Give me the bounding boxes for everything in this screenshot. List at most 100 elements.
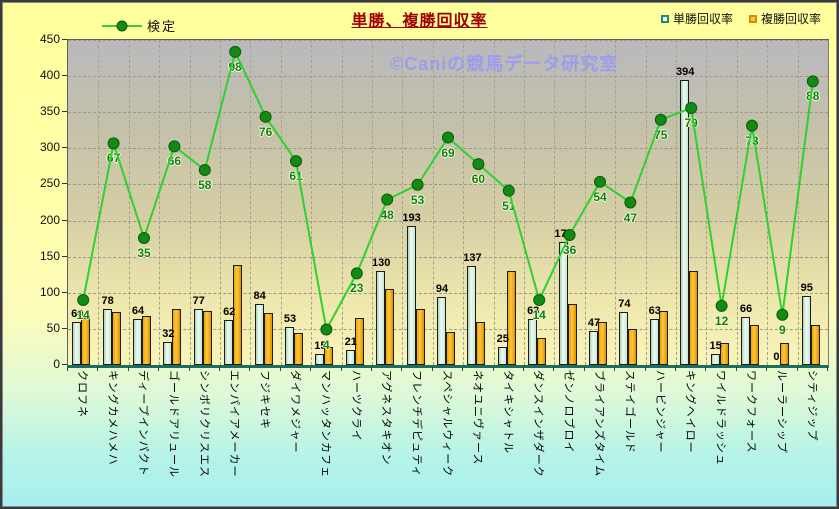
win-bar — [649, 319, 659, 365]
y-axis-tick-mark — [62, 111, 67, 113]
x-axis-category-label: ゼンノロブロイ — [562, 370, 575, 454]
y-axis-tick-label: 150 — [39, 248, 60, 263]
win-bar — [285, 327, 294, 365]
x-axis-category-label: ステイゴールド — [623, 370, 636, 454]
y-axis-tick-label: 450 — [39, 32, 60, 46]
place-bar — [689, 271, 699, 365]
line-value-label: 14 — [76, 308, 90, 322]
x-axis-tick-mark — [644, 367, 646, 371]
x-axis-tick-mark — [310, 367, 312, 371]
win-bar — [467, 266, 477, 365]
legend-place-item: 複勝回収率 — [748, 10, 821, 27]
legend-win-item: 単勝回収率 — [660, 10, 733, 27]
line-value-label: 12 — [714, 313, 729, 328]
line-point-marker — [320, 323, 333, 336]
line-path — [82, 48, 814, 333]
gridline-v — [98, 40, 100, 365]
place-bar — [294, 333, 303, 365]
win-bar — [102, 309, 112, 365]
place-bar — [263, 313, 273, 365]
win-bar — [741, 317, 750, 365]
gridline-v — [402, 40, 404, 365]
line-value-label: 14 — [532, 308, 546, 322]
x-axis-tick-mark — [340, 367, 342, 371]
gridline-h — [68, 220, 828, 222]
win-bar-value-label: 21 — [344, 336, 357, 348]
gridline-v — [128, 40, 130, 365]
gridline-v — [311, 40, 313, 365]
win-swatch-icon — [660, 14, 669, 23]
place-bar — [233, 265, 243, 365]
win-bar — [589, 331, 598, 365]
win-bar — [710, 354, 720, 365]
place-bar — [567, 304, 577, 365]
place-bar — [476, 322, 486, 365]
line-point-marker — [290, 155, 302, 168]
gridline-v — [280, 40, 282, 365]
place-bar — [81, 318, 91, 365]
x-axis-category-label: ハービンジャー — [653, 370, 666, 454]
gridline-v — [676, 40, 677, 365]
win-bar-value-label: 77 — [192, 295, 205, 307]
win-bar — [315, 354, 325, 365]
win-bar-value-label: 193 — [402, 212, 421, 224]
x-axis-tick-mark — [523, 367, 524, 371]
place-swatch-icon — [748, 14, 757, 23]
win-bar-value-label: 25 — [496, 333, 509, 345]
x-axis-tick-mark — [766, 367, 768, 371]
line-point-marker — [654, 113, 667, 126]
line-value-label: 69 — [441, 145, 455, 160]
x-axis-category-label: シティジップ — [805, 370, 818, 442]
line-value-label: 54 — [593, 189, 607, 204]
win-bar — [619, 312, 629, 365]
x-axis-tick-mark — [67, 367, 68, 371]
line-value-label: 35 — [137, 245, 151, 260]
place-bar — [658, 311, 668, 365]
line-value-label: 4 — [323, 337, 330, 352]
x-axis-category-label: ダンスインザダーク — [532, 370, 545, 478]
x-axis-tick-mark — [127, 367, 129, 371]
legend-line-label: 検定 — [147, 19, 178, 34]
line-value-label: 48 — [380, 207, 394, 222]
gridline-v — [706, 40, 708, 365]
win-bar-value-label: 15 — [709, 340, 722, 352]
x-axis-category-label: ディープインパクト — [137, 370, 149, 477]
win-bar-value-label: 137 — [463, 252, 482, 264]
line-value-label: 36 — [562, 243, 577, 257]
x-axis-tick-mark — [583, 367, 585, 371]
x-axis-category-label: ダイワメジャー — [289, 370, 301, 454]
x-axis-category-label: キングヘイロー — [684, 370, 697, 454]
legend-win-label: 単勝回収率 — [672, 12, 733, 26]
y-axis-tick-label: 250 — [39, 176, 60, 191]
gridline-h — [68, 112, 828, 114]
gridline-h — [68, 148, 828, 150]
line-point-marker — [533, 294, 546, 306]
y-axis-tick-mark — [62, 327, 67, 329]
win-bar — [376, 271, 386, 365]
line-point-marker — [563, 229, 576, 241]
win-bar — [72, 322, 82, 365]
gridline-v — [493, 40, 495, 365]
win-bar — [528, 319, 538, 365]
gridline-v — [767, 40, 769, 365]
line-point-marker — [259, 110, 272, 123]
x-axis-tick-mark — [401, 367, 403, 371]
line-point-marker — [138, 231, 150, 244]
place-bar — [111, 312, 121, 365]
place-bar — [142, 316, 151, 365]
gridline-v — [159, 40, 161, 365]
gridline-h — [68, 292, 828, 294]
x-axis-tick-mark — [371, 367, 372, 371]
line-value-label: 58 — [198, 178, 212, 192]
line-point-marker — [746, 119, 758, 132]
x-axis-tick-mark — [705, 367, 707, 371]
win-bar-value-label: 63 — [527, 305, 540, 317]
line-point-marker — [472, 158, 485, 171]
line-point-marker — [624, 196, 637, 209]
win-bar — [224, 320, 234, 365]
x-axis-category-label: ルーラーシップ — [775, 370, 788, 454]
x-axis-category-label: タイキシャトル — [501, 370, 514, 454]
win-bar — [163, 342, 173, 365]
win-bar-value-label: 130 — [372, 257, 391, 269]
line-point-marker — [168, 140, 181, 153]
